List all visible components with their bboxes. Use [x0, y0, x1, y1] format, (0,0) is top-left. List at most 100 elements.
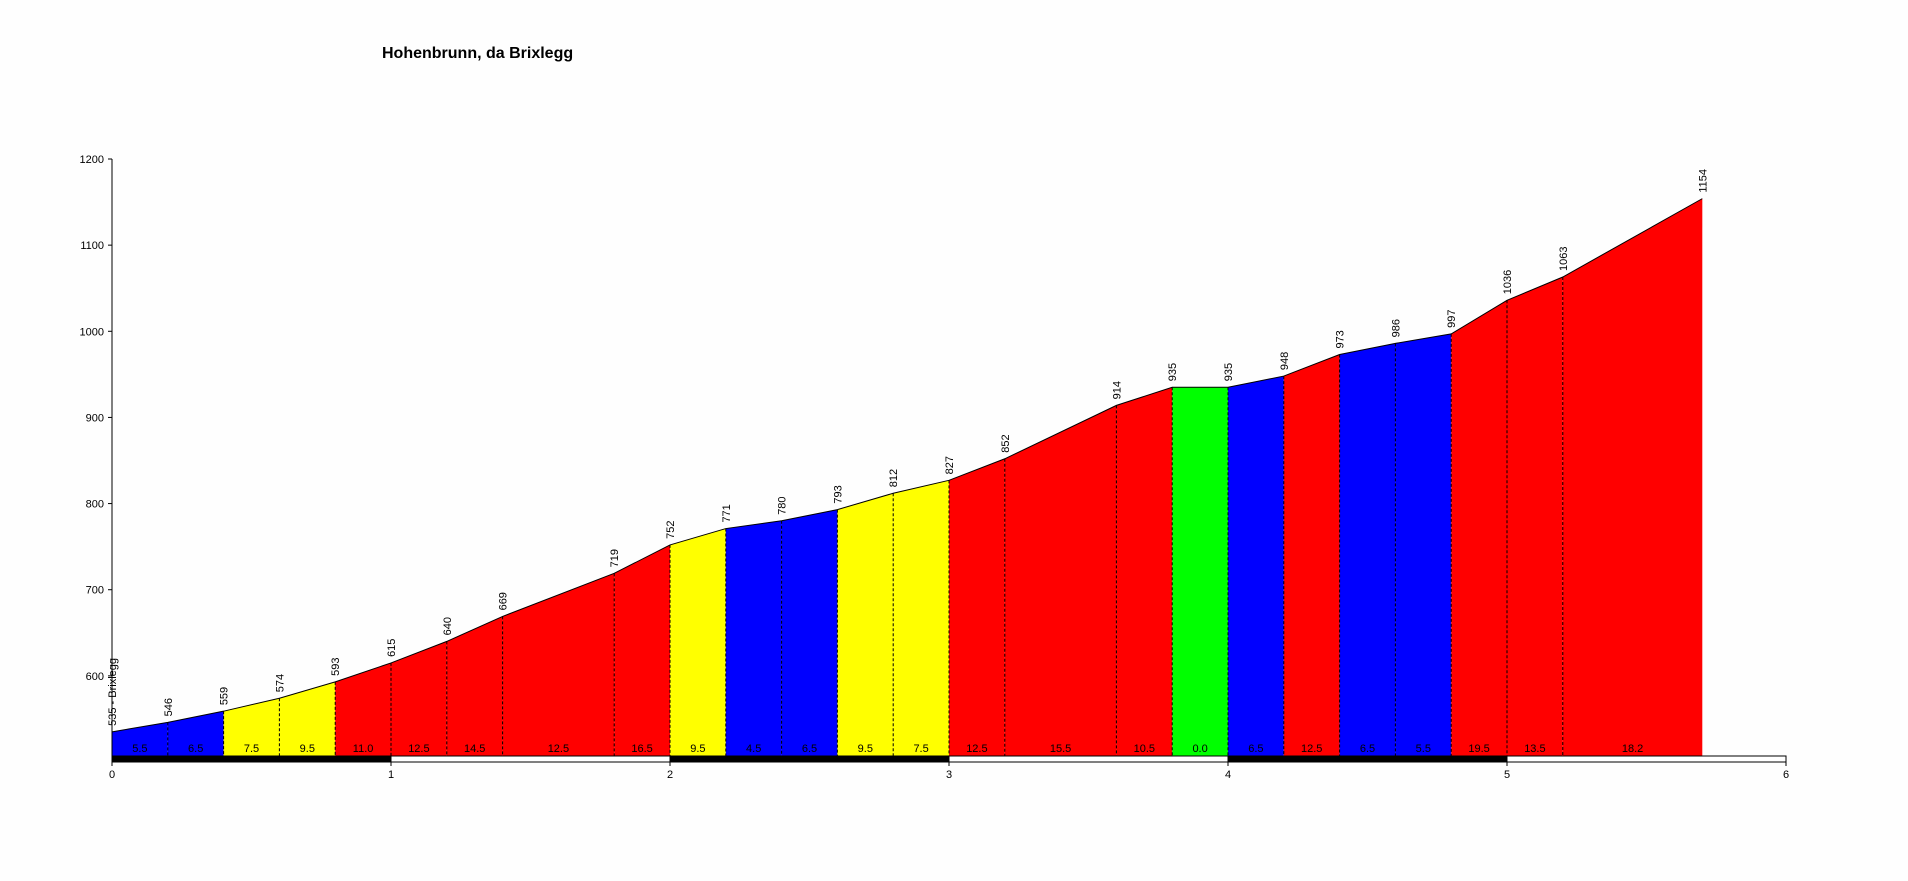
segment-label: 4.5	[746, 743, 761, 755]
segment-label: 12.5	[408, 743, 429, 755]
distance-bar	[1227, 755, 1508, 763]
distance-bar	[111, 755, 392, 763]
elevation-label: 574	[274, 674, 286, 692]
profile-segment	[279, 681, 336, 756]
elevation-label: 640	[442, 617, 454, 635]
segment-label: 6.5	[802, 743, 817, 755]
elevation-label: 973	[1335, 330, 1347, 348]
profile-segment	[1451, 300, 1507, 756]
profile-segment	[837, 493, 894, 756]
profile-segment	[725, 520, 782, 756]
y-tick-label: 900	[86, 412, 104, 424]
elevation-label: 827	[944, 456, 956, 474]
x-tick-label: 6	[1783, 769, 1789, 781]
y-tick-label: 800	[86, 499, 104, 511]
segment-label: 16.5	[631, 743, 652, 755]
x-tick-label: 0	[109, 769, 115, 781]
profile-segment	[614, 544, 670, 756]
y-tick-label: 1200	[80, 154, 104, 166]
profile-segment	[1283, 354, 1340, 756]
segment-label: 7.5	[913, 743, 928, 755]
elevation-label: 935	[1223, 363, 1235, 381]
profile-segment	[167, 711, 224, 756]
elevation-label: 615	[386, 639, 398, 657]
elevation-label: 559	[219, 687, 231, 705]
elevation-label: 1063	[1558, 247, 1570, 271]
segment-label: 15.5	[1050, 743, 1071, 755]
x-tick-label: 5	[1504, 769, 1510, 781]
segment-label: 19.5	[1468, 743, 1489, 755]
segment-label: 11.0	[353, 743, 374, 755]
elevation-label: 669	[498, 592, 510, 610]
profile-segment	[391, 641, 447, 756]
segment-label: 5.5	[132, 743, 147, 755]
profile-segment	[1507, 277, 1563, 756]
profile-segment	[1228, 376, 1284, 756]
profile-segment	[1172, 387, 1228, 756]
elevation-label: 852	[1000, 434, 1012, 452]
segment-label: 6.5	[1360, 743, 1375, 755]
segment-label: 5.5	[1416, 743, 1431, 755]
profile-segment	[446, 616, 503, 756]
elevation-label: 780	[777, 496, 789, 514]
x-tick-label: 1	[388, 769, 394, 781]
x-tick-label: 2	[667, 769, 673, 781]
elevation-label: 793	[832, 485, 844, 503]
profile-segment	[223, 698, 280, 756]
segment-label: 12.5	[966, 743, 987, 755]
elevation-label: 1036	[1502, 270, 1514, 294]
y-tick-label: 1000	[80, 326, 104, 338]
segment-label: 18.2	[1622, 743, 1643, 755]
segment-label: 14.5	[464, 743, 485, 755]
elevation-label: 535 - Brixlegg	[107, 658, 119, 726]
distance-bar	[1506, 755, 1787, 763]
segment-label: 9.5	[690, 743, 705, 755]
elevation-label: 771	[721, 504, 733, 522]
segment-label: 0.0	[1192, 743, 1207, 755]
chart-title: Hohenbrunn, da Brixlegg	[382, 45, 573, 62]
elevation-label: 593	[330, 658, 342, 676]
segment-label: 6.5	[1248, 743, 1263, 755]
profile-line	[111, 198, 1703, 733]
segment-label: 10.5	[1134, 743, 1155, 755]
elevation-label: 752	[665, 521, 677, 539]
segment-label: 9.5	[858, 743, 873, 755]
distance-bar	[390, 755, 671, 763]
profile-segment	[893, 480, 949, 756]
elevation-label: 546	[163, 698, 175, 716]
x-tick-label: 3	[946, 769, 952, 781]
y-tick-label: 600	[86, 671, 104, 683]
elevation-label: 986	[1390, 319, 1402, 337]
elevation-label: 948	[1279, 352, 1291, 370]
segment-label: 9.5	[300, 743, 315, 755]
profile-segment	[949, 458, 1005, 756]
profile-segment	[1395, 333, 1452, 756]
elevation-label: 935	[1167, 363, 1179, 381]
y-tick-label: 1100	[80, 240, 104, 252]
segment-label: 12.5	[548, 743, 569, 755]
elevation-label: 812	[888, 469, 900, 487]
x-tick-label: 4	[1225, 769, 1231, 781]
elevation-label: 1154	[1697, 169, 1709, 193]
profile-segment	[781, 509, 838, 756]
profile-segment	[112, 722, 168, 756]
elevation-label: 914	[1111, 381, 1123, 399]
elevation-label: 997	[1446, 310, 1458, 328]
profile-segment	[1562, 198, 1703, 756]
profile-segment	[502, 573, 615, 756]
segment-label: 7.5	[244, 743, 259, 755]
profile-segment	[1116, 387, 1173, 756]
distance-bar	[948, 755, 1229, 763]
distance-bar	[669, 755, 950, 763]
y-tick-label: 700	[86, 585, 104, 597]
profile-segment	[1339, 343, 1396, 756]
profile-segment	[335, 662, 391, 756]
elevation-label: 719	[609, 549, 621, 567]
segment-label: 13.5	[1524, 743, 1545, 755]
segment-label: 6.5	[188, 743, 203, 755]
profile-segment	[1004, 405, 1117, 756]
segment-label: 12.5	[1301, 743, 1322, 755]
profile-segment	[670, 528, 726, 756]
